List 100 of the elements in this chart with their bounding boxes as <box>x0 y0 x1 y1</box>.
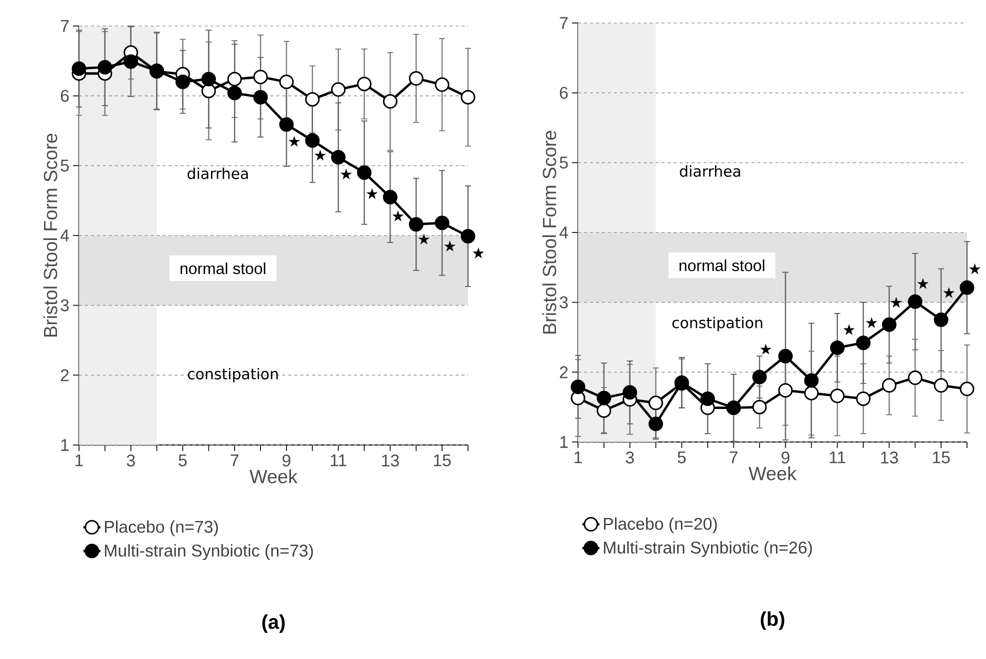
point <box>72 61 86 76</box>
y-tick-label: 7 <box>560 17 568 29</box>
text: ★ <box>969 263 981 274</box>
annotation: ★ <box>340 168 352 180</box>
point <box>778 348 793 364</box>
y-axis-title: Bristol Stool Form Score <box>542 130 556 334</box>
annotation: constipation <box>188 368 278 382</box>
point <box>804 386 819 400</box>
y-tick-label: 1 <box>560 436 568 448</box>
point <box>596 390 612 406</box>
point <box>408 217 424 232</box>
x-tick-label: 5 <box>678 452 686 464</box>
y-tick-label: 5 <box>560 156 568 169</box>
annotation: ★ <box>366 188 378 200</box>
x-tick-label: 7 <box>730 452 738 464</box>
y-tick-label: 3 <box>60 299 69 312</box>
annotation: diarrhea <box>680 165 740 177</box>
y-axis-title: Bristol Stool Form Score <box>43 134 58 337</box>
annotation: constipation <box>672 316 762 332</box>
point <box>253 90 268 104</box>
point <box>434 216 450 230</box>
point <box>227 86 242 100</box>
point <box>331 82 346 97</box>
y-tick-label: 6 <box>60 90 69 102</box>
x-axis-title: Week <box>748 466 797 480</box>
point <box>408 71 424 86</box>
x-tick-label: 13 <box>382 454 399 467</box>
point <box>570 380 586 394</box>
y-tick-label: 3 <box>560 296 568 308</box>
point <box>622 385 638 400</box>
x-tick-label: 7 <box>230 454 238 466</box>
point <box>856 336 871 350</box>
annotation: ★ <box>392 210 404 222</box>
point <box>882 317 896 332</box>
point <box>175 74 190 90</box>
point <box>124 54 138 69</box>
x-tick-label: 15 <box>434 454 451 466</box>
annotation: ★ <box>444 240 456 252</box>
y-tick-label: 5 <box>60 160 69 172</box>
point <box>434 77 450 92</box>
point <box>305 133 320 148</box>
x-tick-label: 1 <box>574 452 582 464</box>
point <box>201 84 216 98</box>
point <box>960 280 974 295</box>
point <box>908 294 922 309</box>
annotation: ★ <box>890 296 902 308</box>
band-label: normal stool <box>180 262 266 274</box>
point <box>460 228 476 244</box>
point <box>460 90 476 104</box>
point <box>357 76 372 92</box>
text: (a) <box>262 614 285 633</box>
x-tick-label: 1 <box>76 454 83 466</box>
point <box>279 74 294 90</box>
point <box>752 370 767 384</box>
y-tick-label: 2 <box>60 369 69 382</box>
point <box>778 383 793 398</box>
x-tick-label: 11 <box>330 454 346 466</box>
band-label: normal stool <box>680 259 764 272</box>
point <box>305 92 320 107</box>
point <box>357 165 372 180</box>
x-tick-label: 9 <box>782 452 790 464</box>
legend-label: Multi-strain Synbiotic (n=26) <box>604 541 812 557</box>
point <box>960 382 974 396</box>
x-tick-label: 3 <box>126 454 135 467</box>
legend-label: Multi-strain Synbiotic (n=73) <box>104 544 313 560</box>
annotation: ★ <box>760 344 772 355</box>
annotation: ★ <box>866 317 878 328</box>
x-tick-label: 5 <box>178 454 187 466</box>
point <box>227 72 242 86</box>
point <box>830 388 845 404</box>
y-tick-label: 7 <box>60 20 69 32</box>
x-tick-label: 9 <box>282 454 290 467</box>
point <box>752 400 767 414</box>
point <box>934 312 948 328</box>
point <box>253 70 268 84</box>
legend-label: Placebo (n=73) <box>104 520 218 536</box>
x-tick-label: 3 <box>626 452 634 464</box>
point <box>934 378 948 393</box>
annotation: ★ <box>314 150 326 161</box>
x-tick-label: 11 <box>830 452 846 464</box>
point <box>279 117 294 132</box>
point <box>700 391 715 406</box>
y-tick-label: 2 <box>560 366 568 378</box>
text: ★ <box>472 248 484 258</box>
point <box>382 190 398 204</box>
annotation: ★ <box>288 136 300 147</box>
point <box>882 378 896 393</box>
point <box>856 391 871 406</box>
annotation: diarrhea <box>188 168 248 180</box>
point <box>98 60 112 74</box>
point <box>331 150 346 165</box>
point <box>596 403 612 418</box>
annotation: ★ <box>843 324 855 335</box>
text: (b) <box>760 611 784 630</box>
y-tick-label: 6 <box>560 86 568 99</box>
point <box>830 340 845 355</box>
y-tick-label: 4 <box>559 226 568 238</box>
point <box>908 370 922 386</box>
annotation: ★ <box>943 287 955 298</box>
legend-label: Placebo (n=20) <box>604 517 717 534</box>
